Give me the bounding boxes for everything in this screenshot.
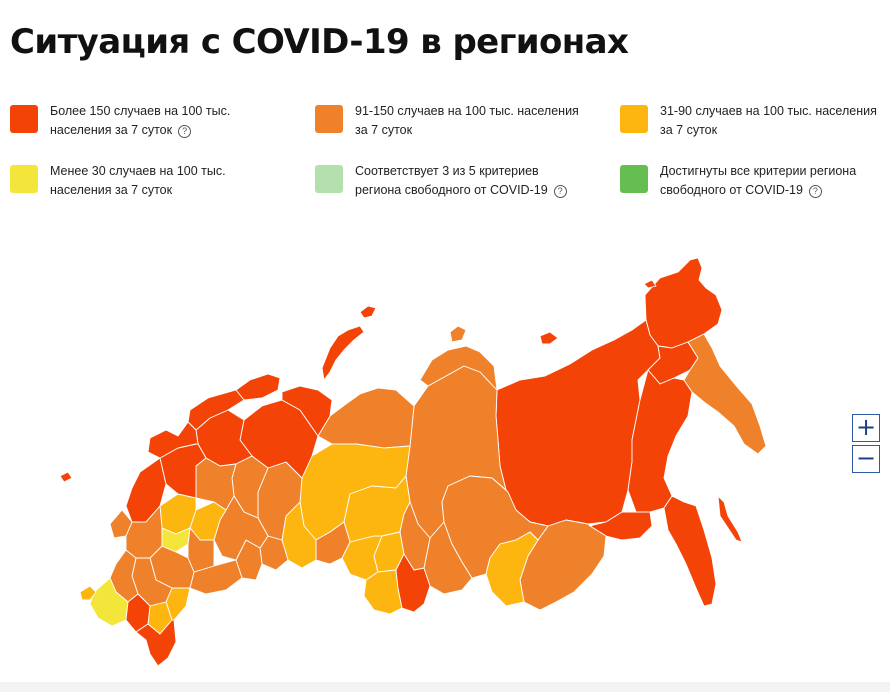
- legend-label-line2: за 7 суток: [355, 122, 413, 137]
- legend-label-line1: Соответствует 3 из 5 критериев: [355, 164, 539, 178]
- legend-label-line2: населения за 7 суток: [50, 122, 173, 137]
- legend-swatch-partial-free: [315, 165, 343, 193]
- legend-label: 91-150 случаев на 100 тыс. населения за …: [355, 102, 585, 139]
- region-chukotka[interactable]: [644, 257, 723, 349]
- region-leningrad[interactable]: [147, 421, 199, 459]
- legend: Более 150 случаев на 100 тыс. населения …: [10, 102, 880, 202]
- legend-label-line2: населения за 7 суток: [50, 182, 173, 197]
- russia-regions-map: [0, 240, 890, 670]
- region-primorye[interactable]: [663, 495, 717, 607]
- region-amur[interactable]: [589, 511, 653, 541]
- region-yamalo-nenets[interactable]: [317, 387, 415, 449]
- region-penza[interactable]: [161, 527, 191, 553]
- legend-swatch-under-30: [10, 165, 38, 193]
- region-dagestan[interactable]: [135, 619, 177, 667]
- region-taymyr[interactable]: [419, 345, 498, 391]
- legend-label: Менее 30 случаев на 100 тыс. населения з…: [50, 162, 280, 199]
- legend-swatch-91-150: [315, 105, 343, 133]
- legend-swatch-31-90: [620, 105, 648, 133]
- legend-swatch-free: [620, 165, 648, 193]
- legend-label: Соответствует 3 из 5 критериев региона с…: [355, 162, 585, 199]
- legend-label-line2: региона свободного от COVID-19: [355, 182, 548, 197]
- legend-label-line1: Достигнуты все критерии региона: [660, 164, 857, 178]
- legend-label: Более 150 случаев на 100 тыс. населения …: [50, 102, 280, 139]
- page-bottom-edge: [0, 682, 890, 692]
- legend-item-partial-free: Соответствует 3 из 5 критериев региона с…: [315, 162, 595, 199]
- region-samara[interactable]: [187, 527, 215, 573]
- region-kaliningrad[interactable]: [59, 471, 73, 483]
- region-severnaya-zemlya[interactable]: [449, 325, 467, 343]
- question-circle-icon[interactable]: ?: [553, 184, 567, 198]
- region-nenets[interactable]: [281, 385, 333, 437]
- zoom-in-button[interactable]: +: [852, 414, 880, 442]
- region-kurils[interactable]: [741, 465, 757, 497]
- region-novaya-zemlya[interactable]: [321, 325, 365, 381]
- region-wrangel[interactable]: [643, 279, 657, 289]
- legend-item-free: Достигнуты все критерии региона свободно…: [620, 162, 890, 199]
- region-novosibirsk-islands[interactable]: [539, 331, 559, 345]
- region-buryatia[interactable]: [485, 531, 539, 607]
- legend-item-91-150: 91-150 случаев на 100 тыс. населения за …: [315, 102, 595, 139]
- legend-label-line1: Менее 30 случаев на 100 тыс.: [50, 164, 226, 178]
- region-bashkortostan[interactable]: [213, 495, 269, 561]
- region-magadan[interactable]: [647, 341, 699, 385]
- region-kirov[interactable]: [195, 457, 237, 511]
- legend-label-line1: Более 150 случаев на 100 тыс.: [50, 104, 231, 118]
- zoom-controls: + −: [852, 414, 880, 476]
- legend-item-over-150: Более 150 случаев на 100 тыс. населения …: [10, 102, 290, 139]
- page-title: Ситуация с COVID-19 в регионах: [10, 22, 629, 62]
- legend-label-line1: 91-150 случаев на 100 тыс. населения: [355, 104, 579, 118]
- legend-item-under-30: Менее 30 случаев на 100 тыс. населения з…: [10, 162, 290, 199]
- region-orenburg[interactable]: [189, 559, 243, 595]
- legend-swatch-over-150: [10, 105, 38, 133]
- regions-layer: [59, 257, 767, 667]
- region-khabarovsk[interactable]: [627, 369, 693, 513]
- zoom-out-button[interactable]: −: [852, 445, 880, 473]
- legend-label-line2: свободного от COVID-19: [660, 182, 803, 197]
- region-khakassia[interactable]: [399, 501, 431, 571]
- legend-item-31-90: 31-90 случаев на 100 тыс. населения за 7…: [620, 102, 890, 139]
- region-murmansk[interactable]: [235, 373, 281, 401]
- region-bryansk[interactable]: [109, 509, 133, 539]
- region-kamchatka[interactable]: [683, 333, 767, 455]
- question-circle-icon[interactable]: ?: [808, 184, 822, 198]
- question-circle-icon[interactable]: ?: [178, 124, 192, 138]
- legend-label-line1: 31-90 случаев на 100 тыс. населения: [660, 104, 877, 118]
- region-crimea[interactable]: [79, 585, 97, 601]
- legend-label: 31-90 случаев на 100 тыс. населения за 7…: [660, 102, 890, 139]
- region-sakhalin[interactable]: [717, 495, 743, 543]
- map-svg: [59, 257, 767, 667]
- legend-label: Достигнуты все критерии региона свободно…: [660, 162, 890, 199]
- region-franz-josef[interactable]: [359, 305, 377, 319]
- region-omsk[interactable]: [315, 521, 351, 565]
- legend-label-line2: за 7 суток: [660, 122, 718, 137]
